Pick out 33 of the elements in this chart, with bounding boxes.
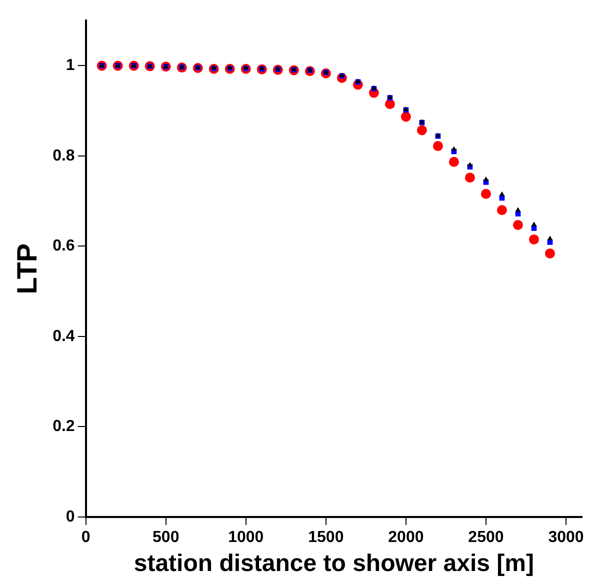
x-axis-title: station distance to shower axis [m] [134,550,534,578]
x-tick-label: 0 [81,529,90,546]
x-tick-label: 2500 [468,529,504,546]
point [544,248,555,258]
x-tick-label: 500 [152,529,180,546]
y-tick-label: 0 [66,508,75,526]
y-axis-title: LTP [12,243,43,294]
point [432,141,443,152]
point [416,125,427,136]
point [496,205,507,216]
y-tick-label: 0.6 [52,238,75,255]
x-tick-label: 3000 [548,529,584,546]
point [547,236,553,240]
y-tick-label: 0.4 [52,328,75,345]
y-tick-label: 0.8 [52,147,75,164]
point [464,172,475,183]
point [384,99,395,110]
point [499,191,505,196]
x-tick-label: 1500 [308,529,344,546]
point [528,234,539,244]
point [451,146,457,151]
x-tick-label: 1000 [228,529,264,546]
point [512,220,523,230]
x-tick-label: 2000 [388,529,424,546]
point [515,207,521,212]
point [483,176,489,181]
point [448,156,459,167]
point [400,112,411,122]
point [467,162,473,167]
point [480,188,491,199]
y-tick-label: 0.2 [52,418,75,436]
y-tick-label: 1 [66,57,75,74]
point [531,222,537,226]
